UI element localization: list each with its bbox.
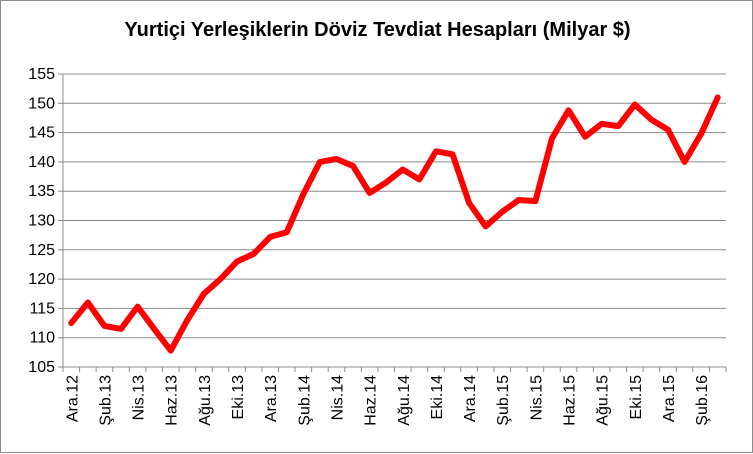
x-tick-label: Şub.13 bbox=[97, 375, 114, 426]
y-tick-label: 125 bbox=[28, 242, 55, 259]
y-tick-label: 145 bbox=[28, 125, 55, 142]
x-tick-label: Ara.14 bbox=[462, 375, 479, 422]
x-tick-label: Ara.15 bbox=[661, 375, 678, 422]
y-tick-label: 150 bbox=[28, 95, 55, 112]
x-tick-label: Ara.12 bbox=[64, 375, 81, 422]
y-tick-label: 115 bbox=[29, 300, 55, 317]
x-tick-label: Haz.14 bbox=[363, 375, 380, 426]
series-layer bbox=[71, 97, 718, 350]
x-tick-label: Ara.13 bbox=[263, 375, 280, 422]
y-tick-label: 140 bbox=[28, 154, 55, 171]
x-tick-label: Eki.13 bbox=[230, 375, 247, 420]
y-tick-label: 105 bbox=[28, 359, 55, 376]
y-tick-label: 120 bbox=[28, 271, 55, 288]
y-tick-label: 155 bbox=[28, 66, 55, 83]
x-tick-label: Haz.15 bbox=[562, 375, 579, 426]
x-tick-label: Şub.16 bbox=[694, 375, 711, 426]
series-line bbox=[71, 97, 717, 350]
x-tick-label: Haz.13 bbox=[164, 375, 181, 426]
x-tick-label: Ağu.14 bbox=[396, 375, 413, 426]
x-tick-label: Ağu.15 bbox=[595, 375, 612, 426]
x-tick-label: Şub.14 bbox=[296, 375, 313, 426]
y-tick-label: 130 bbox=[28, 213, 55, 230]
x-tick-label: Nis.14 bbox=[329, 375, 346, 420]
x-tick-label: Eki.15 bbox=[628, 375, 645, 420]
x-tick-label: Nis.15 bbox=[528, 375, 545, 420]
y-tick-labels: 105 110 115 120 125 130 135 140 145 150 155 bbox=[28, 66, 55, 376]
x-tick-label: Eki.14 bbox=[429, 375, 446, 420]
x-tick-label: Ağu.13 bbox=[197, 375, 214, 426]
y-tick-label: 135 bbox=[28, 183, 55, 200]
y-tick-label: 110 bbox=[29, 330, 55, 347]
x-tick-label: Nis.13 bbox=[131, 375, 148, 420]
x-tick-label: Şub.15 bbox=[495, 375, 512, 426]
x-tick-labels: Ara.12 Şub.13 Nis.13 Haz.13 Ağu.13 Eki.13 Ara.… bbox=[64, 375, 711, 426]
